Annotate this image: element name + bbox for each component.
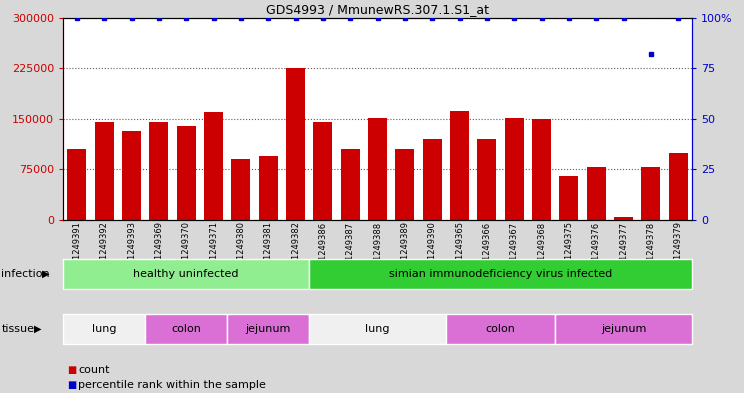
- Text: ■: ■: [67, 380, 76, 390]
- Bar: [310, 314, 446, 344]
- Text: simian immunodeficiency virus infected: simian immunodeficiency virus infected: [389, 269, 612, 279]
- Bar: [150, 122, 168, 220]
- Bar: [614, 217, 633, 220]
- Bar: [63, 259, 310, 289]
- Bar: [641, 167, 661, 220]
- Bar: [227, 314, 310, 344]
- Text: lung: lung: [365, 324, 390, 334]
- Bar: [231, 159, 251, 220]
- Text: ■: ■: [67, 365, 76, 375]
- Text: lung: lung: [92, 324, 117, 334]
- Bar: [313, 122, 333, 220]
- Bar: [286, 68, 305, 220]
- Text: colon: colon: [171, 324, 201, 334]
- Bar: [176, 126, 196, 220]
- Bar: [669, 152, 687, 220]
- Bar: [587, 167, 606, 220]
- Bar: [423, 139, 442, 220]
- Text: tissue: tissue: [1, 324, 34, 334]
- Bar: [559, 176, 579, 220]
- Bar: [94, 122, 114, 220]
- Bar: [122, 131, 141, 220]
- Bar: [368, 118, 387, 220]
- Text: colon: colon: [486, 324, 516, 334]
- Bar: [63, 314, 145, 344]
- Text: healthy uninfected: healthy uninfected: [133, 269, 239, 279]
- Bar: [68, 149, 86, 220]
- Bar: [310, 259, 692, 289]
- Text: count: count: [78, 365, 109, 375]
- Bar: [341, 149, 360, 220]
- Title: GDS4993 / MmunewRS.307.1.S1_at: GDS4993 / MmunewRS.307.1.S1_at: [266, 4, 489, 17]
- Text: percentile rank within the sample: percentile rank within the sample: [78, 380, 266, 390]
- Text: jejunum: jejunum: [601, 324, 647, 334]
- Bar: [478, 139, 496, 220]
- Bar: [446, 314, 555, 344]
- Text: ▶: ▶: [33, 324, 41, 334]
- Bar: [145, 314, 227, 344]
- Text: infection: infection: [1, 269, 50, 279]
- Bar: [259, 156, 278, 220]
- Bar: [555, 314, 692, 344]
- Text: ▶: ▶: [42, 269, 50, 279]
- Bar: [504, 118, 524, 220]
- Bar: [532, 119, 551, 220]
- Bar: [204, 112, 223, 220]
- Text: jejunum: jejunum: [246, 324, 291, 334]
- Bar: [395, 149, 414, 220]
- Bar: [450, 111, 469, 220]
